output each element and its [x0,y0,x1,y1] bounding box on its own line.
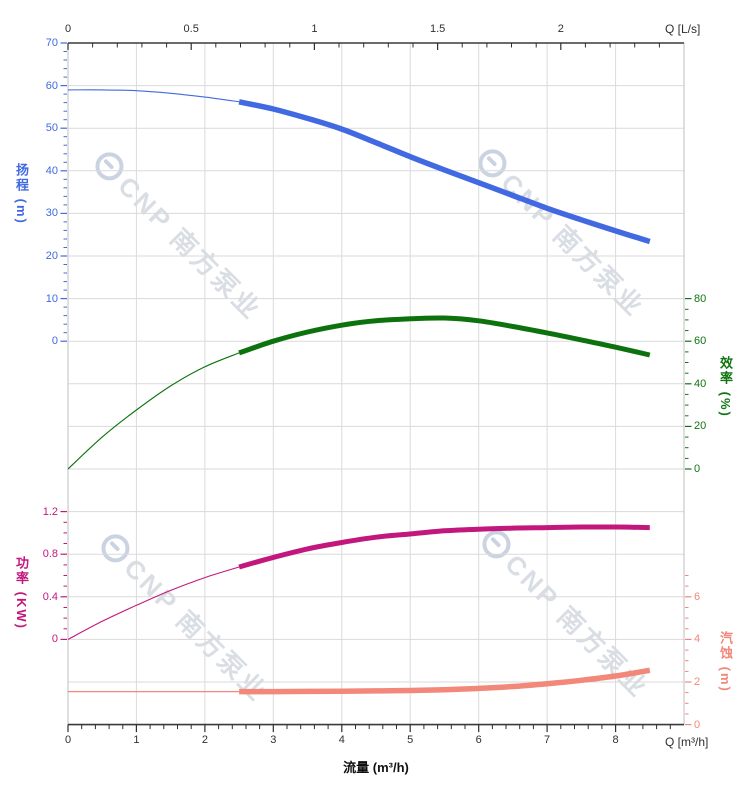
head-tick-label: 40 [45,164,58,177]
x-axis-title: 流量 (m³/h) [343,760,409,775]
npsh-tick-label: 4 [694,633,701,646]
bottom-x-tick-label: 2 [201,734,208,746]
bottom-x-tick-label: 8 [612,734,619,746]
efficiency-tick-label: 80 [694,292,707,305]
top-x-tick-label: 0.5 [183,23,199,35]
bottom-x-tick-label: 0 [64,734,72,746]
bottom-axis-unit-label: Q [m³/h] [665,735,709,749]
bottom-x-tick-label: 1 [133,734,140,746]
head-tick-label: 70 [45,37,58,49]
efficiency-tick-label: 20 [694,420,707,433]
head-tick-label: 10 [45,292,58,305]
bottom-x-tick-label: 7 [544,734,551,746]
npsh-tick-label: 0 [694,718,701,731]
efficiency-curve-thin [67,352,240,470]
efficiency-axis-title: 效率 (%) [718,356,733,418]
power-axis-title: 功率 (KW) [14,556,29,630]
npsh-axis-title: 汽蚀 (m) [718,631,733,693]
efficiency-curve [238,315,651,358]
power-curve [238,524,650,570]
top-x-tick-label: 1 [311,23,318,35]
bottom-x-tick-label: 6 [475,734,482,746]
head-tick-label: 60 [45,79,58,92]
bottom-x-tick-label: 4 [338,734,345,746]
head-curve [238,99,651,245]
efficiency-tick-label: 60 [694,335,707,348]
power-tick-label: 0.8 [42,548,58,561]
head-axis-title: 扬程 (m) [14,163,29,225]
power-tick-label: 0 [51,633,58,646]
top-x-tick-label: 2 [557,23,564,35]
top-axis-unit-label: Q [L/s] [665,22,701,36]
power-tick-label: 1.2 [42,505,58,518]
head-tick-label: 50 [45,122,58,135]
top-x-tick-label: 0 [64,23,72,35]
power-tick-label: 0.4 [42,590,58,603]
npsh-curve [239,667,651,695]
npsh-tick-label: 2 [694,676,701,688]
bottom-x-tick-label: 5 [407,734,414,746]
efficiency-tick-label: 40 [694,377,707,390]
npsh-tick-label: 6 [694,590,701,603]
head-tick-label: 0 [51,335,58,348]
head-curve-thin [67,89,240,103]
bottom-x-tick-label: 3 [270,734,277,746]
top-x-tick-label: 1.5 [429,23,446,35]
efficiency-tick-label: 0 [694,463,701,475]
head-tick-label: 30 [45,207,58,220]
head-tick-label: 20 [45,250,58,262]
power-curve-thin [67,566,240,640]
